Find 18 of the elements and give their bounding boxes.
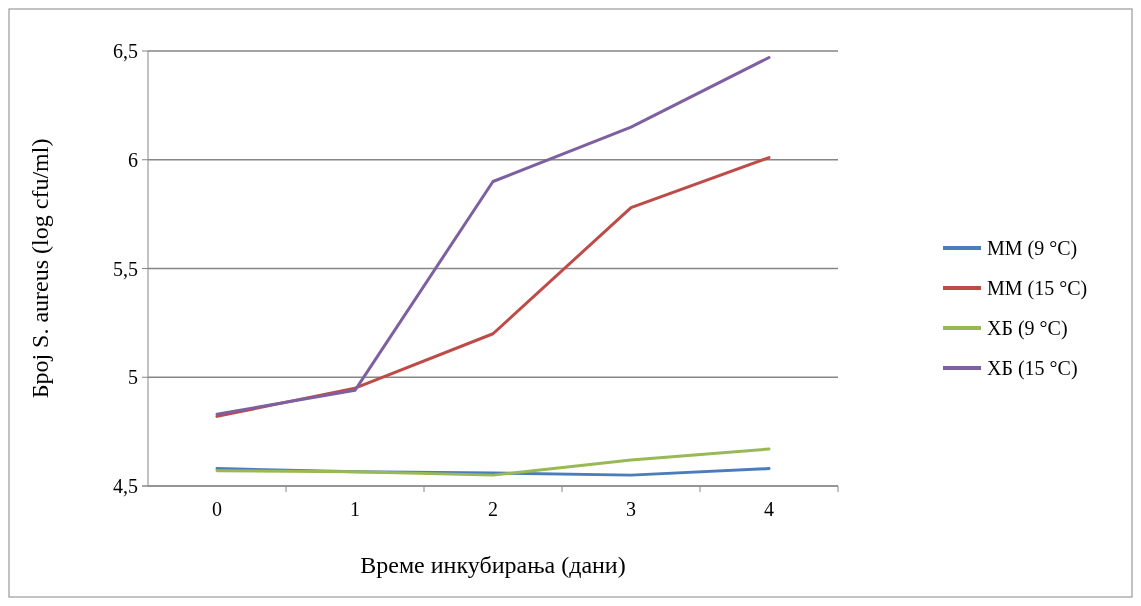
y-tick-label: 6,5 — [113, 40, 138, 62]
legend-label: ХБ (15 °C) — [987, 357, 1078, 380]
x-tick-label: 2 — [488, 498, 498, 520]
y-tick-label: 4,5 — [113, 475, 138, 497]
y-tick-label: 5 — [128, 366, 138, 389]
x-tick-label: 1 — [350, 498, 360, 520]
x-tick-label: 3 — [626, 498, 636, 520]
line-series — [215, 447, 771, 477]
y-tick-label: 5,5 — [113, 257, 138, 280]
line-series — [215, 56, 771, 416]
legend-label: ММ (15 °C) — [987, 277, 1088, 300]
x-tick-label: 0 — [212, 498, 222, 520]
y-tick-label: 6 — [128, 148, 138, 171]
legend-label: ММ (9 °C) — [987, 237, 1078, 260]
x-tick-label: 4 — [764, 498, 774, 520]
legend-label: ХБ (9 °C) — [987, 317, 1068, 340]
x-axis-title: Време инкубирања (дани) — [360, 552, 626, 578]
y-axis-title: Број S. aureus (log cfu/ml) — [27, 138, 53, 399]
